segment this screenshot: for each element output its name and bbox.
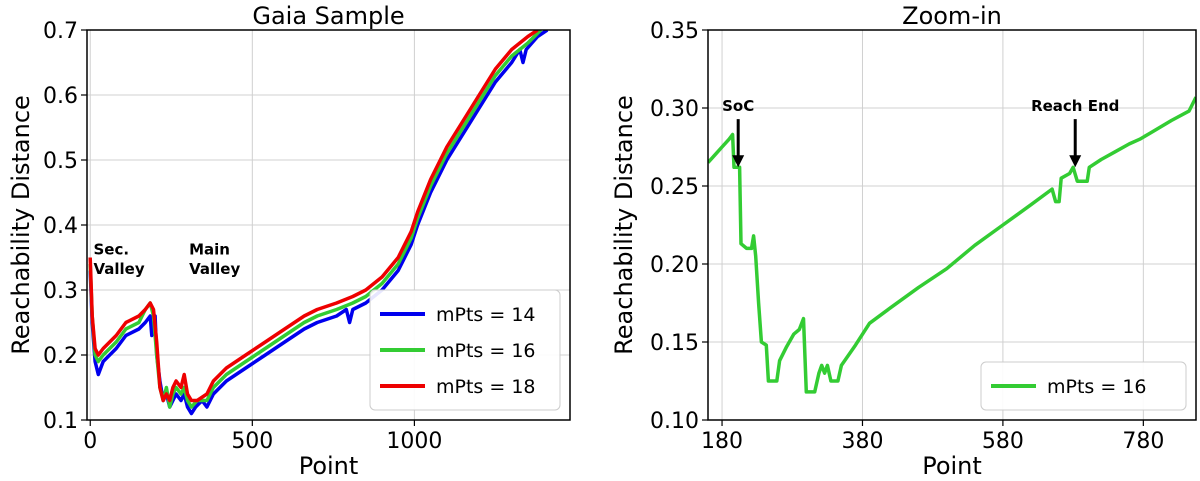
gaia-y-tick-label: 0.1	[43, 409, 78, 434]
gaia-ticks: 0 500 1000 0.1 0.2 0.3 0.4 0.5 0.6 0.7	[43, 19, 442, 454]
gaia-legend-entry: mPts = 14	[436, 304, 536, 326]
zoom-plot-frame	[707, 29, 1197, 421]
gaia-annotations: Sec. Valley Main Valley	[93, 240, 240, 278]
gaia-x-tick-label: 0	[83, 429, 97, 454]
zoom-y-tick-label: 0.25	[650, 175, 699, 200]
zoom-y-axis-label: Reachability Distance	[610, 95, 638, 355]
gaia-legend: mPts = 14 mPts = 16 mPts = 18	[369, 289, 561, 411]
zoom-annotation-arrowhead	[1069, 155, 1082, 168]
zoom-x-tick-label: 580	[982, 429, 1024, 454]
zoom-title: Zoom-in	[902, 2, 1002, 30]
zoom-y-tick-label: 0.30	[650, 97, 699, 122]
gaia-annotation-label: Valley	[189, 260, 240, 278]
gaia-lines	[88, 30, 549, 416]
gaia-legend-entry: mPts = 18	[436, 376, 536, 398]
zoom-annotation-label: Reach End	[1031, 97, 1119, 115]
gaia-annotation-label: Main	[189, 240, 230, 258]
gaia-annotation-label: Sec.	[93, 240, 129, 258]
zoom-x-tick-label: 780	[1122, 429, 1164, 454]
zoom-legend-box	[980, 361, 1187, 411]
gaia-x-tick-label: 1000	[386, 429, 442, 454]
zoom-y-tick-label: 0.35	[650, 19, 699, 44]
zoom-legend-entry: mPts = 16	[1047, 376, 1147, 398]
zoom-lines	[708, 96, 1196, 394]
zoom-x-tick-label: 180	[701, 429, 743, 454]
zoom-x-tick-label: 380	[841, 429, 883, 454]
zoom-in-panel: 180 380 580 780 0.10 0.15 0.20 0.25 0.30 0.35 Zoo…	[610, 2, 1197, 480]
gaia-sample-panel: 0 500 1000 0.1 0.2 0.3 0.4 0.5 0.6 0.7 Gaia Sampl…	[7, 2, 571, 480]
gaia-y-tick-label: 0.7	[43, 19, 78, 44]
zoom-y-tick-label: 0.15	[650, 331, 699, 356]
gaia-y-tick-label: 0.5	[43, 149, 78, 174]
zoom-series-line-1	[708, 96, 1196, 394]
gaia-y-tick-label: 0.6	[43, 84, 78, 109]
zoom-legend: mPts = 16	[980, 361, 1187, 411]
gaia-series-line-1	[88, 30, 549, 416]
zoom-y-tick-label: 0.20	[650, 253, 699, 278]
zoom-annotation-arrowhead	[732, 155, 745, 168]
gaia-y-tick-label: 0.2	[43, 344, 78, 369]
gaia-annotation-label: Valley	[93, 260, 144, 278]
zoom-annotations: SoC Reach End	[722, 97, 1119, 168]
zoom-annotation-label: SoC	[722, 97, 754, 115]
gaia-x-axis-label: Point	[299, 452, 359, 480]
zoom-ticks: 180 380 580 780 0.10 0.15 0.20 0.25 0.30 0.35	[650, 19, 1164, 454]
gaia-legend-box	[369, 289, 561, 411]
gaia-x-tick-label: 500	[231, 429, 273, 454]
gaia-legend-entry: mPts = 16	[436, 340, 536, 362]
zoom-x-axis-label: Point	[922, 452, 982, 480]
gaia-y-tick-label: 0.3	[43, 279, 78, 304]
zoom-y-tick-label: 0.10	[650, 409, 699, 434]
gaia-y-axis-label: Reachability Distance	[7, 95, 35, 355]
gaia-y-tick-label: 0.4	[43, 214, 78, 239]
gaia-title: Gaia Sample	[252, 2, 404, 30]
gaia-series-line-3	[88, 30, 539, 403]
